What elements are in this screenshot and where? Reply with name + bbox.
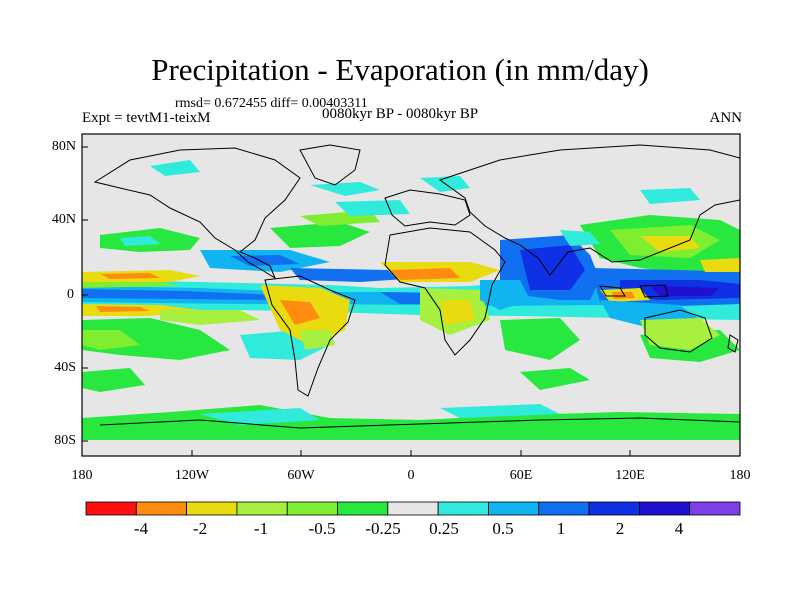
- coastlines: [93, 144, 740, 429]
- colorbar-swatch: [538, 501, 590, 516]
- lat-label-40s: 40S: [54, 360, 76, 375]
- lat-label-0: 0: [67, 287, 74, 302]
- lon-label-60e: 60E: [509, 468, 533, 483]
- colorbar-swatch: [638, 501, 691, 516]
- colorbar-label: 0.5: [492, 519, 514, 538]
- colorbar-swatch: [286, 501, 338, 516]
- colorbar-label: -0.5: [308, 519, 336, 538]
- colorbar-swatch: [337, 501, 389, 516]
- colorbar-label: -4: [133, 519, 149, 538]
- lon-label-120e: 120E: [615, 468, 645, 483]
- lat-label-80s: 80S: [54, 433, 76, 448]
- colorbar-swatch: [236, 501, 288, 516]
- colorbar-label: -2: [192, 519, 208, 538]
- colorbar-swatch: [689, 501, 741, 516]
- colorbar-label: 4: [674, 519, 684, 538]
- colorbar-swatch: [588, 501, 640, 516]
- colorbar-label: -0.25: [365, 519, 401, 538]
- colorbar-swatch: [135, 501, 188, 516]
- colorbar-swatch: [437, 501, 489, 516]
- lon-label-120w: 120W: [174, 468, 210, 483]
- experiment-label: Expt = tevtM1-teixM: [82, 110, 211, 126]
- lon-label-180w: 180: [71, 468, 93, 483]
- lon-label-180e: 180: [729, 468, 751, 483]
- colorbar-swatch: [186, 501, 238, 516]
- season-label: ANN: [709, 110, 743, 126]
- colorbar-swatch: [488, 501, 540, 516]
- colorbar-swatch: [387, 501, 439, 516]
- colorbar-label: 1: [556, 519, 566, 538]
- colorbar: [85, 501, 741, 516]
- lat-label-40n: 40N: [51, 212, 76, 227]
- lat-label-80n: 80N: [51, 139, 76, 154]
- period-label: 0080kyr BP - 0080kyr BP: [322, 106, 479, 122]
- lon-label-0: 0: [407, 468, 415, 483]
- colorbar-label: 2: [615, 519, 625, 538]
- colorbar-label: 0.25: [429, 519, 459, 538]
- lon-label-60w: 60W: [287, 468, 315, 483]
- field-layer: [82, 160, 740, 440]
- axis-ticks: [81, 146, 741, 456]
- map-title: Precipitation - Evaporation (in mm/day): [151, 52, 649, 87]
- stats-text: rmsd= 0.672455 diff= 0.00403311: [175, 96, 368, 111]
- colorbar-label: -1: [253, 519, 269, 538]
- colorbar-swatch: [85, 501, 137, 516]
